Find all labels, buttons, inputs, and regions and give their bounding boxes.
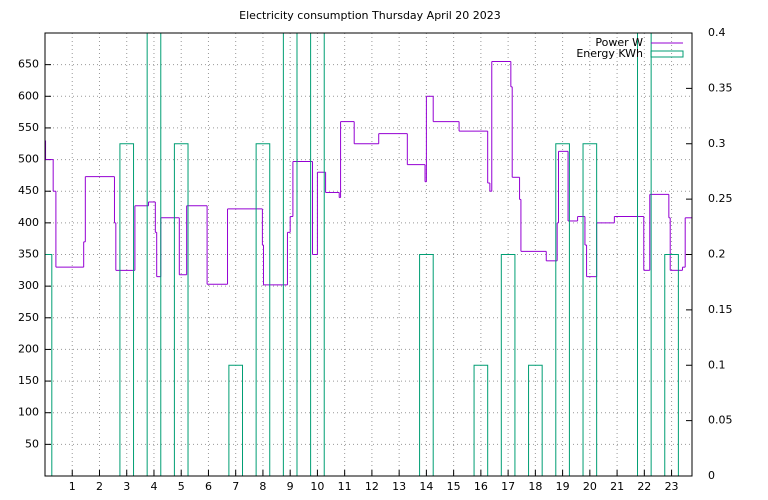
energy-box	[119, 143, 135, 476]
y-tick-label: 550	[18, 121, 39, 134]
energy-box	[45, 254, 53, 476]
x-tick-label: 1	[69, 480, 76, 493]
energy-box	[282, 33, 298, 476]
y2-tick-label: 0.25	[708, 192, 733, 205]
x-tick-label: 5	[178, 480, 185, 493]
energy-box	[419, 254, 434, 476]
energy-box	[255, 143, 271, 476]
y2-tick-label: 0.05	[708, 414, 733, 427]
legend-label: Power W	[595, 36, 643, 49]
y-tick-label: 150	[18, 374, 39, 387]
y2-tick-label: 0.15	[708, 303, 733, 316]
legend-swatch	[650, 50, 684, 58]
y-tick-label: 400	[18, 216, 39, 229]
energy-box	[555, 143, 570, 476]
y2-tick-label: 0	[708, 469, 715, 482]
x-tick-label: 11	[338, 480, 352, 493]
energy-box	[173, 143, 189, 476]
x-tick-label: 19	[556, 480, 570, 493]
y-tick-label: 450	[18, 184, 39, 197]
x-tick-label: 20	[583, 480, 597, 493]
x-tick-label: 13	[392, 480, 406, 493]
x-tick-label: 7	[232, 480, 239, 493]
x-tick-label: 16	[474, 480, 488, 493]
x-tick-label: 18	[528, 480, 542, 493]
y-tick-label: 500	[18, 153, 39, 166]
y-tick-label: 100	[18, 406, 39, 419]
legend-label: Energy KWh	[576, 47, 643, 60]
energy-box	[146, 33, 162, 476]
y-tick-label: 50	[25, 437, 39, 450]
y2-tick-label: 0.2	[708, 248, 726, 261]
y-tick-label: 300	[18, 279, 39, 292]
chart-title: Electricity consumption Thursday April 2…	[239, 9, 501, 22]
x-tick-label: 4	[150, 480, 157, 493]
y-tick-label: 200	[18, 342, 39, 355]
plot-border	[44, 32, 693, 477]
x-tick-label: 6	[205, 480, 212, 493]
x-tick-label: 23	[665, 480, 679, 493]
y2-tick-label: 0.35	[708, 81, 733, 94]
x-tick-label: 17	[501, 480, 515, 493]
plot-area	[45, 33, 692, 476]
y2-tick-label: 0.3	[708, 137, 726, 150]
x-tick-label: 15	[447, 480, 461, 493]
energy-box	[500, 254, 516, 476]
energy-box	[473, 364, 489, 476]
y-tick-label: 650	[18, 58, 39, 71]
energy-box	[528, 364, 543, 476]
x-tick-label: 14	[419, 480, 433, 493]
x-tick-label: 2	[96, 480, 103, 493]
energy-box	[637, 33, 652, 476]
x-tick-label: 9	[287, 480, 294, 493]
energy-box	[310, 33, 325, 476]
y2-tick-label: 0.1	[708, 358, 726, 371]
x-tick-label: 21	[610, 480, 624, 493]
energy-box	[228, 364, 244, 476]
energy-box	[582, 143, 598, 476]
y-tick-label: 350	[18, 248, 39, 261]
y2-tick-label: 0.4	[708, 26, 726, 39]
x-tick-label: 10	[310, 480, 324, 493]
x-tick-label: 12	[365, 480, 379, 493]
y-tick-label: 250	[18, 311, 39, 324]
x-tick-label: 22	[637, 480, 651, 493]
x-tick-label: 8	[259, 480, 266, 493]
energy-box	[664, 254, 679, 476]
x-tick-label: 3	[123, 480, 130, 493]
y-tick-label: 600	[18, 89, 39, 102]
